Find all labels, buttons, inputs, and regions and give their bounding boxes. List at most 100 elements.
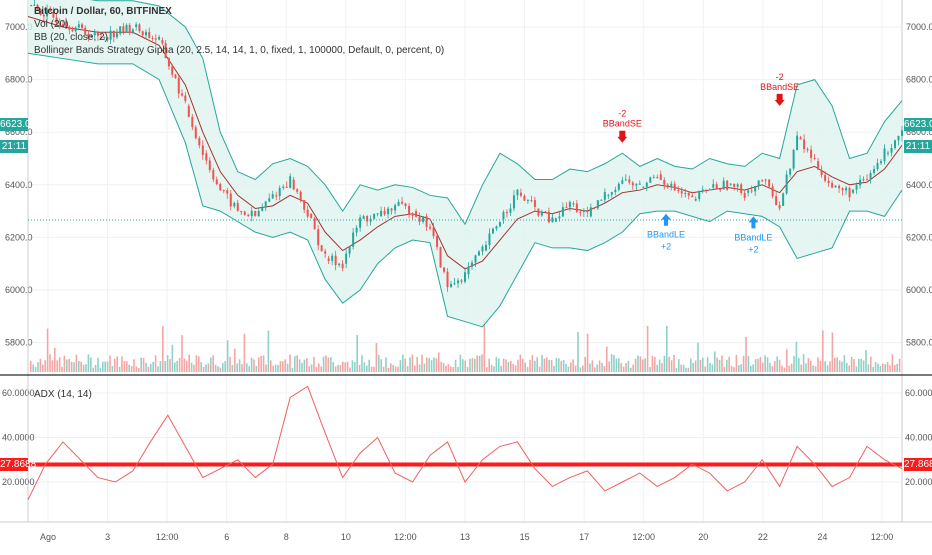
candle-body (488, 233, 491, 245)
bollinger-basis-line (27, 16, 903, 270)
candle-body (761, 180, 764, 182)
volume-bar (706, 357, 709, 372)
volume-bar (483, 319, 486, 372)
volume-bar (462, 359, 464, 372)
candle-body (610, 192, 613, 195)
volume-bar (685, 367, 687, 372)
candle-body (484, 244, 487, 251)
volume-bar (212, 355, 214, 372)
volume-bar (421, 354, 423, 372)
candle-body (233, 202, 236, 207)
volume-bar (430, 360, 433, 372)
volume-bar (824, 361, 826, 372)
volume-bar (625, 363, 627, 372)
candle-body (866, 179, 869, 181)
volume-bar (222, 363, 224, 372)
volume-bar (171, 344, 174, 372)
candle-body (181, 93, 184, 96)
volume-bar (178, 357, 181, 372)
volume-bar (382, 366, 385, 372)
candle-body (289, 176, 292, 188)
bollinger-lower-line (27, 52, 903, 328)
volume-bar (498, 358, 500, 372)
time-axis-tick: 17 (579, 532, 589, 542)
candle-body (747, 190, 750, 193)
volume-indicator-label[interactable]: Vol (20) (34, 19, 69, 30)
volume-bar (750, 365, 752, 372)
candle-body (65, 21, 68, 27)
candle-body (638, 183, 641, 185)
candle-body (838, 185, 841, 189)
volume-bar (322, 356, 325, 372)
volume-bar (445, 365, 447, 372)
volume-bar (454, 359, 457, 372)
candle-body (93, 32, 96, 36)
candle-body (890, 148, 893, 153)
volume-bar (632, 364, 634, 372)
volume-bar (397, 366, 399, 372)
volume-bar (351, 360, 354, 372)
volume-bar (202, 366, 205, 372)
strategy-indicator-label[interactable]: Bollinger Bands Strategy Gipha (20, 2.5,… (34, 45, 445, 56)
candle-body (596, 200, 599, 209)
left-time-tag: 21:11 (0, 140, 28, 153)
volume-bar (282, 361, 284, 372)
volume-bar (872, 367, 874, 372)
volume-bar (860, 358, 862, 372)
time-axis-tick: 12:00 (632, 532, 655, 542)
volume-bar (841, 361, 843, 372)
candle-body (873, 169, 876, 174)
volume-bar (92, 367, 94, 372)
volume-bar (370, 366, 373, 372)
volume-bar (380, 359, 382, 372)
bollinger-indicator-label[interactable]: BB (20, close, 2) (34, 32, 108, 43)
short-signal-qty: -2 (618, 109, 626, 119)
candle-body (436, 236, 439, 248)
candle-body (138, 24, 141, 32)
candle-body (161, 40, 164, 44)
candle-body (135, 24, 138, 27)
volume-bar (891, 354, 894, 372)
candle-body (733, 183, 736, 187)
volume-bar (133, 359, 135, 372)
time-axis-tick: 20 (698, 532, 708, 542)
volume-bar (721, 355, 723, 372)
candle-body (55, 17, 58, 24)
adx-line (27, 385, 903, 501)
volume-bar (342, 361, 344, 372)
volume-bar (169, 359, 171, 372)
candle-body (848, 187, 851, 198)
candle-body (666, 184, 669, 188)
candle-body (880, 161, 883, 164)
adx-indicator-label[interactable]: ADX (14, 14) (34, 389, 92, 400)
volume-bar (517, 359, 519, 372)
volume-bar (442, 362, 445, 372)
candle-body (565, 207, 568, 209)
volume-bar (798, 358, 800, 372)
volume-bar (78, 361, 80, 372)
volume-bar (339, 365, 342, 372)
volume-bar (142, 357, 145, 372)
volume-bar (42, 364, 44, 372)
volume-bar (224, 361, 226, 372)
candle-body (894, 140, 897, 149)
volume-bar (788, 365, 790, 372)
volume-bar (654, 356, 656, 372)
candle-body (628, 179, 631, 183)
volume-bar (637, 355, 639, 372)
adx-axis-tick-left: 40.0000 (2, 433, 35, 443)
volume-bar (836, 357, 838, 372)
candle-body (128, 24, 131, 33)
candle-body (243, 211, 246, 215)
volume-bar (104, 361, 106, 372)
candle-body (656, 177, 659, 179)
volume-bar (529, 359, 531, 372)
volume-bar (368, 359, 370, 372)
candle-body (397, 201, 400, 206)
volume-bar (574, 365, 577, 372)
volume-bar (94, 364, 97, 372)
candle-body (177, 78, 180, 94)
volume-bar (471, 358, 474, 372)
volume-bar (152, 361, 154, 372)
